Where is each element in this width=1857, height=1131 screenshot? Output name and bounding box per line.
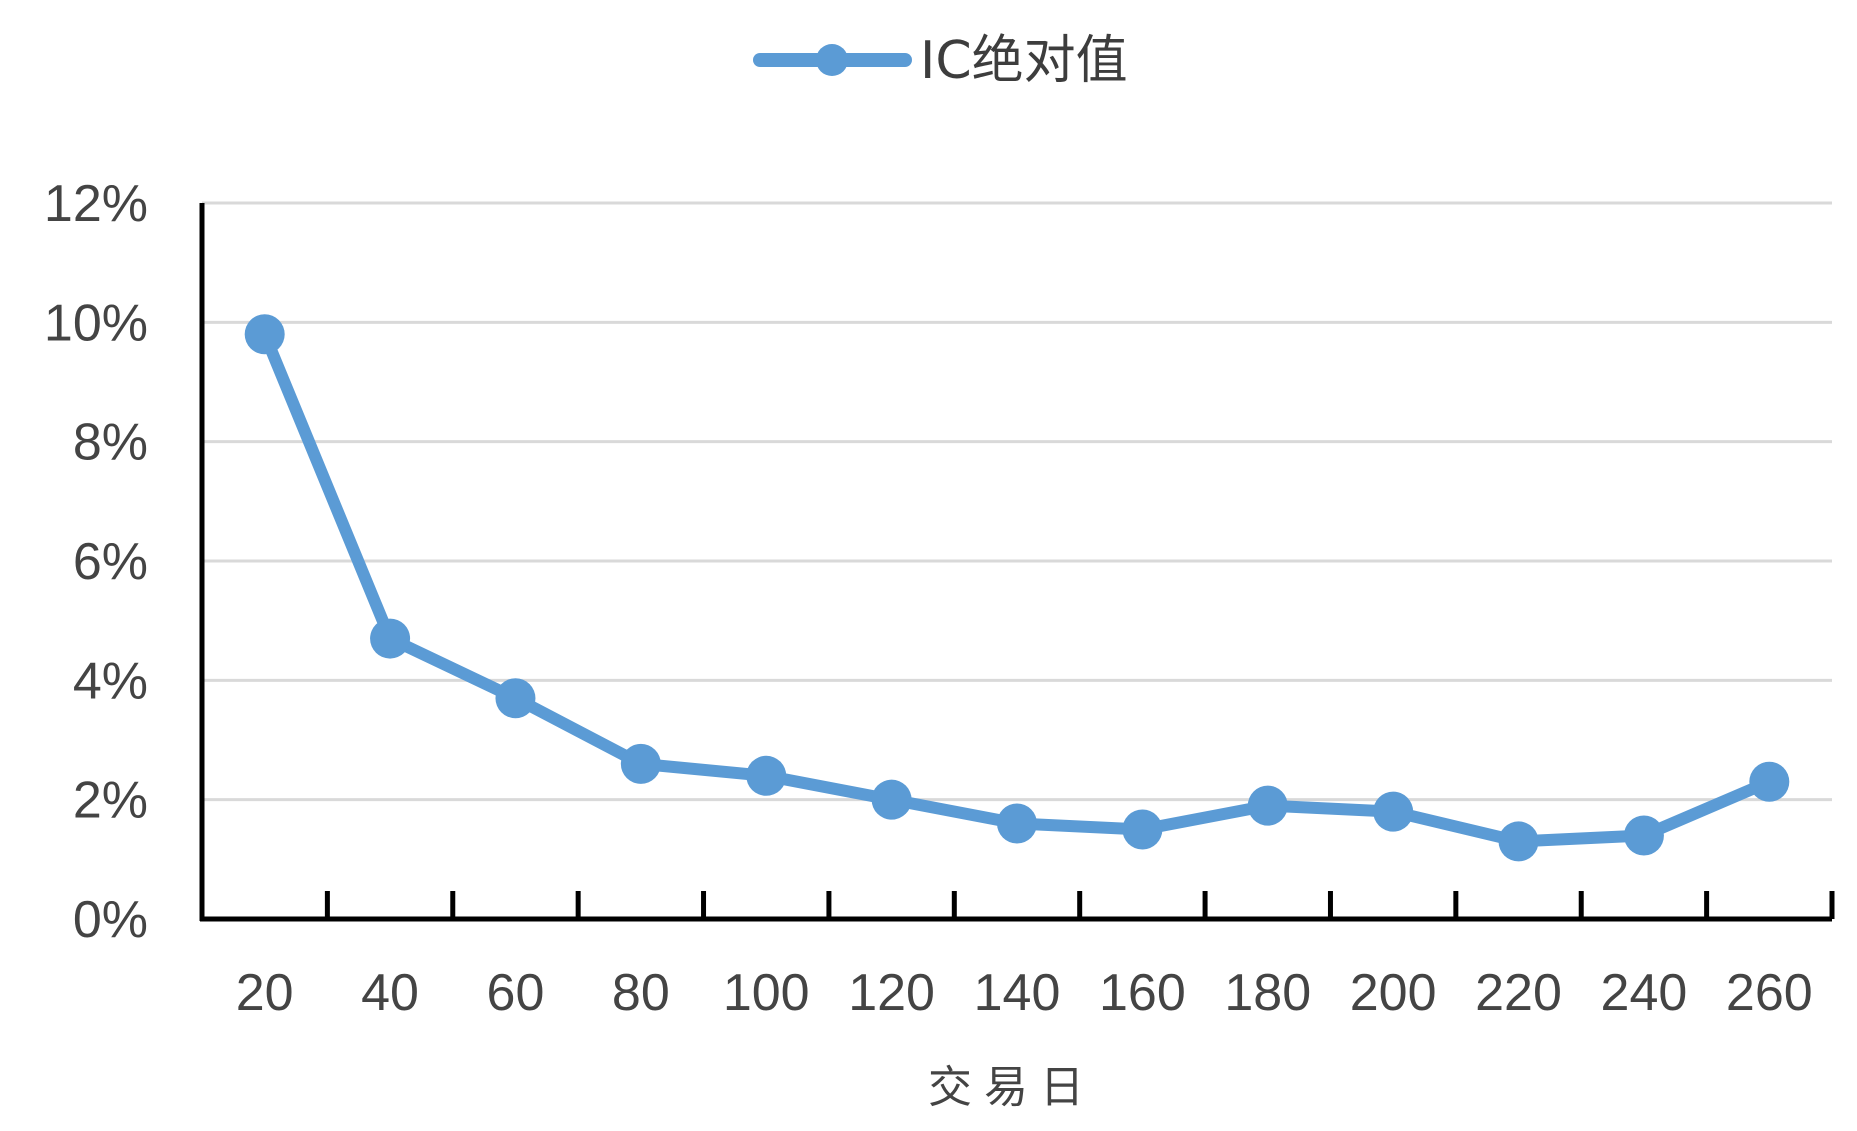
x-tick-label: 160 xyxy=(1099,964,1186,1022)
x-tick-label: 180 xyxy=(1224,964,1311,1022)
y-tick-label: 12% xyxy=(44,175,148,233)
y-tick-label: 0% xyxy=(73,891,148,949)
x-tick-label: 140 xyxy=(974,964,1061,1022)
series-line xyxy=(258,328,1776,848)
y-axis-tick-labels: 0% 2% 4% 6% 8% 10% 12% xyxy=(44,175,148,949)
y-tick-label: 6% xyxy=(73,533,148,591)
x-axis-label: 交易日 xyxy=(928,1062,1096,1113)
x-tick-label: 120 xyxy=(848,964,935,1022)
gridlines xyxy=(202,201,1832,802)
series-line-group xyxy=(258,328,1776,848)
legend: IC绝对值 xyxy=(753,31,1128,91)
x-tick-label: 200 xyxy=(1350,964,1437,1022)
x-tick-label: 60 xyxy=(487,964,545,1022)
y-tick-label: 10% xyxy=(44,294,148,352)
data-point xyxy=(495,678,536,719)
data-point xyxy=(1122,809,1163,850)
data-point xyxy=(1373,791,1414,832)
data-point xyxy=(997,803,1037,844)
y-tick-label: 4% xyxy=(73,652,148,710)
x-tick-label: 220 xyxy=(1475,964,1562,1022)
x-axis-tick-labels: 20 40 60 80 100 120 140 160 180 200 220 240 260 xyxy=(236,964,1813,1022)
data-point xyxy=(1498,821,1539,862)
x-tick-label: 100 xyxy=(723,964,810,1022)
y-tick-label: 2% xyxy=(73,772,148,830)
x-tick-label: 40 xyxy=(361,964,419,1022)
x-tick-label: 260 xyxy=(1726,964,1813,1022)
data-point xyxy=(244,314,285,355)
axes xyxy=(199,203,1835,922)
x-tick-label: 20 xyxy=(236,964,294,1022)
x-tick-label: 240 xyxy=(1601,964,1688,1022)
legend-point-marker xyxy=(816,44,848,76)
x-tick-label: 80 xyxy=(612,964,670,1022)
data-point xyxy=(620,743,661,784)
data-point xyxy=(1247,785,1288,826)
series-points-group xyxy=(244,314,1790,862)
data-point xyxy=(871,779,912,820)
data-point xyxy=(370,618,411,659)
data-point xyxy=(746,755,787,796)
data-point xyxy=(1623,815,1664,856)
y-tick-label: 8% xyxy=(73,414,148,472)
legend-label: IC绝对值 xyxy=(920,31,1128,91)
data-point xyxy=(1749,761,1790,802)
